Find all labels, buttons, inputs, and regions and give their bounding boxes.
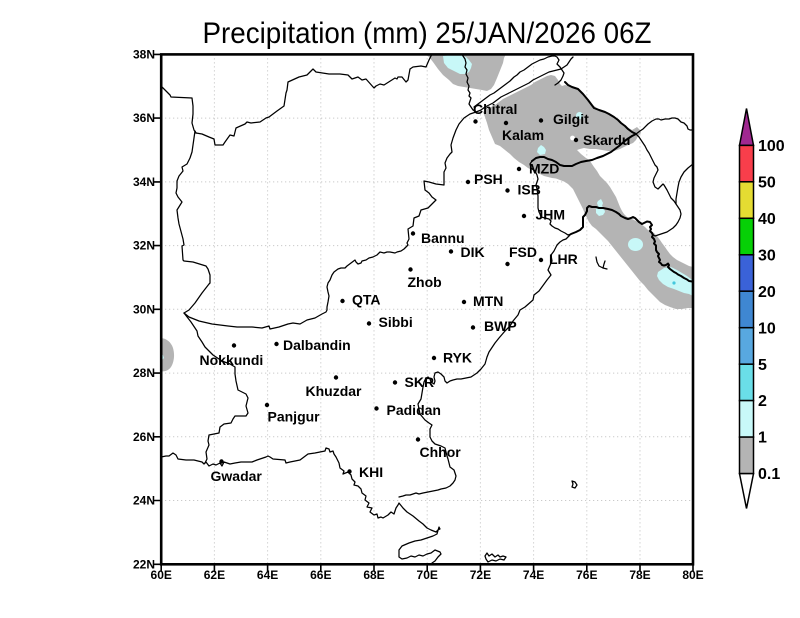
svg-text:30N: 30N	[133, 302, 155, 316]
svg-text:64E: 64E	[257, 568, 278, 582]
svg-text:50: 50	[758, 174, 776, 191]
svg-text:10: 10	[758, 320, 776, 337]
svg-text:32N: 32N	[133, 239, 155, 253]
svg-text:SKR: SKR	[405, 374, 435, 390]
svg-text:72E: 72E	[470, 568, 491, 582]
svg-text:40: 40	[758, 211, 776, 228]
svg-text:Dalbandin: Dalbandin	[283, 337, 351, 353]
svg-text:LHR: LHR	[549, 251, 578, 267]
svg-text:MZD: MZD	[529, 161, 559, 177]
svg-text:BWP: BWP	[484, 318, 517, 334]
svg-text:70E: 70E	[417, 568, 438, 582]
svg-text:Nokkundi: Nokkundi	[200, 352, 264, 368]
svg-text:34N: 34N	[133, 175, 155, 189]
svg-text:2: 2	[758, 393, 767, 410]
svg-text:38N: 38N	[133, 48, 155, 62]
svg-text:Kalam: Kalam	[502, 127, 544, 143]
svg-text:Zhob: Zhob	[408, 274, 442, 290]
svg-text:30: 30	[758, 247, 776, 264]
svg-text:Sibbi: Sibbi	[379, 314, 413, 330]
svg-text:Bannu: Bannu	[421, 230, 465, 246]
svg-text:68E: 68E	[363, 568, 384, 582]
svg-text:20: 20	[758, 284, 776, 301]
svg-text:100: 100	[758, 138, 785, 155]
svg-text:28N: 28N	[133, 366, 155, 380]
svg-text:PSH: PSH	[474, 171, 503, 187]
svg-text:FSD: FSD	[509, 244, 537, 260]
svg-text:Gilgit: Gilgit	[553, 111, 589, 127]
svg-text:DIK: DIK	[461, 244, 485, 260]
svg-text:74E: 74E	[523, 568, 544, 582]
svg-text:1: 1	[758, 430, 767, 447]
svg-text:Panjgur: Panjgur	[268, 409, 321, 425]
svg-text:5: 5	[758, 357, 767, 374]
svg-text:MTN: MTN	[473, 293, 503, 309]
svg-text:80E: 80E	[682, 568, 703, 582]
svg-text:76E: 76E	[576, 568, 597, 582]
svg-text:Khuzdar: Khuzdar	[306, 383, 363, 399]
svg-text:24N: 24N	[133, 494, 155, 508]
svg-text:ISB: ISB	[518, 182, 541, 198]
svg-text:Skardu: Skardu	[583, 132, 630, 148]
svg-text:QTA: QTA	[352, 292, 381, 308]
svg-text:66E: 66E	[310, 568, 331, 582]
svg-text:60E: 60E	[151, 568, 172, 582]
svg-text:62E: 62E	[204, 568, 225, 582]
svg-text:Padidan: Padidan	[387, 402, 441, 418]
svg-text:Precipitation (mm) 25/JAN/2026: Precipitation (mm) 25/JAN/2026 06Z	[203, 17, 652, 50]
svg-text:36N: 36N	[133, 111, 155, 125]
svg-text:JHM: JHM	[536, 207, 566, 223]
svg-text:KHI: KHI	[359, 464, 383, 480]
svg-text:0.1: 0.1	[758, 466, 780, 483]
svg-text:78E: 78E	[629, 568, 650, 582]
svg-text:RYK: RYK	[443, 350, 472, 366]
svg-text:Gwadar: Gwadar	[211, 468, 263, 484]
svg-text:Chitral: Chitral	[473, 101, 517, 117]
svg-text:22N: 22N	[133, 557, 155, 571]
svg-text:Chhor: Chhor	[420, 444, 462, 460]
svg-text:26N: 26N	[133, 430, 155, 444]
